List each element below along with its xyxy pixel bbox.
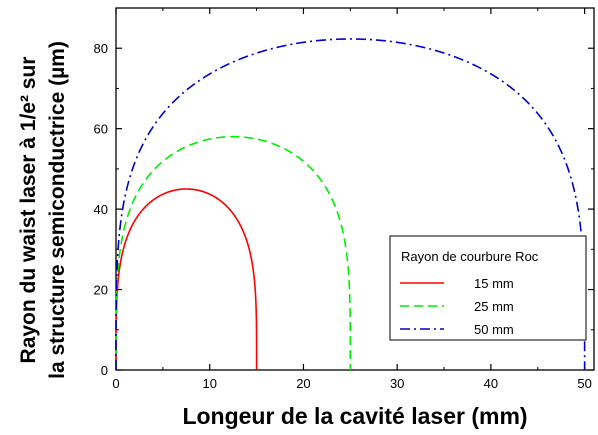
- y-tick-label: 0: [101, 363, 108, 378]
- series-line-15mm: [115, 188, 258, 370]
- plot-frame: [115, 7, 595, 371]
- x-tick-label: 0: [112, 376, 119, 391]
- y-tick-label: 40: [94, 202, 108, 217]
- y-axis-title-line2: la structure semiconductrice (µm): [46, 41, 69, 379]
- series-line-50mm: [115, 38, 586, 371]
- axis-ticks: 0 10 20 30 40 50 0 20 40 60 80: [94, 7, 594, 391]
- x-axis-title: Longeur de la cavité laser (mm): [182, 403, 527, 429]
- y-axis-title-line1: Rayon du waist laser à 1/e² sur: [17, 57, 40, 364]
- series-line-25mm: [115, 135, 352, 370]
- y-tick-label: 60: [94, 122, 108, 137]
- legend-label-25mm: 25 mm: [474, 299, 514, 314]
- legend-title: Rayon de courbure Roc: [401, 249, 539, 264]
- x-tick-label: 50: [577, 376, 591, 391]
- legend-label-50mm: 50 mm: [474, 322, 514, 337]
- x-tick-label: 30: [390, 376, 404, 391]
- series-layer: [115, 38, 586, 371]
- y-tick-label: 20: [94, 283, 108, 298]
- x-tick-label: 10: [202, 376, 216, 391]
- legend-box: [389, 235, 587, 341]
- legend-entries: 15 mm 25 mm 50 mm: [400, 276, 514, 337]
- x-tick-label: 40: [484, 376, 498, 391]
- y-tick-label: 80: [94, 41, 108, 56]
- x-tick-label: 20: [296, 376, 310, 391]
- legend-label-15mm: 15 mm: [474, 276, 514, 291]
- legend: Rayon de courbure Roc 15 mm 25 mm 50 mm: [389, 235, 587, 341]
